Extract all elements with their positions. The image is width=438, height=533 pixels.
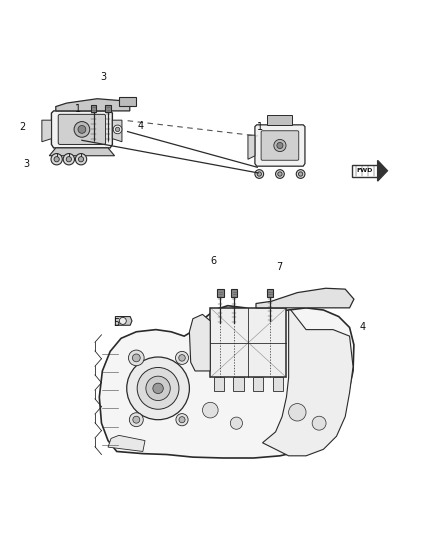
FancyBboxPatch shape (58, 115, 106, 144)
Text: 3: 3 (101, 72, 107, 82)
Text: 3: 3 (24, 159, 30, 169)
Circle shape (133, 416, 140, 423)
Circle shape (66, 157, 71, 162)
Polygon shape (99, 305, 354, 458)
Bar (233, 377, 244, 391)
Text: 5: 5 (113, 318, 120, 328)
Circle shape (127, 357, 189, 419)
Circle shape (323, 331, 343, 350)
Polygon shape (51, 111, 113, 148)
Polygon shape (268, 115, 293, 125)
Polygon shape (248, 135, 255, 159)
Bar (231, 289, 237, 297)
Circle shape (298, 172, 303, 176)
Polygon shape (113, 120, 122, 142)
Polygon shape (49, 148, 115, 156)
Polygon shape (116, 317, 132, 325)
Circle shape (119, 318, 126, 325)
Text: 1: 1 (74, 104, 81, 114)
Text: 7: 7 (276, 262, 282, 271)
Polygon shape (108, 435, 145, 451)
Circle shape (255, 169, 264, 179)
Circle shape (78, 157, 84, 162)
Circle shape (116, 127, 120, 132)
Polygon shape (56, 99, 130, 111)
Circle shape (132, 354, 140, 362)
Circle shape (202, 402, 218, 418)
Circle shape (179, 417, 185, 423)
Circle shape (176, 351, 188, 365)
Circle shape (54, 157, 59, 162)
Circle shape (312, 416, 326, 430)
Circle shape (146, 376, 170, 400)
Bar (214, 377, 224, 391)
Circle shape (113, 125, 122, 134)
Polygon shape (119, 97, 136, 106)
FancyBboxPatch shape (261, 131, 299, 160)
Polygon shape (255, 125, 305, 166)
Circle shape (179, 354, 185, 361)
Circle shape (153, 383, 163, 393)
Bar (210, 308, 286, 377)
Circle shape (63, 154, 74, 165)
Bar (267, 289, 273, 297)
Circle shape (276, 169, 284, 179)
Bar (272, 377, 283, 391)
Polygon shape (42, 120, 51, 142)
Polygon shape (352, 165, 378, 177)
Circle shape (274, 140, 286, 151)
Circle shape (75, 154, 87, 165)
Circle shape (51, 154, 62, 165)
Circle shape (128, 350, 144, 366)
Text: 6: 6 (210, 256, 216, 266)
Circle shape (78, 125, 86, 133)
Bar (253, 377, 263, 391)
Text: 2: 2 (19, 122, 25, 132)
Circle shape (289, 403, 306, 421)
Circle shape (328, 336, 338, 345)
Bar (105, 105, 111, 112)
Text: FWD: FWD (356, 168, 373, 173)
Circle shape (176, 414, 188, 426)
Circle shape (74, 122, 90, 137)
Bar (217, 289, 223, 297)
Circle shape (277, 142, 283, 149)
Circle shape (257, 172, 261, 176)
Circle shape (278, 172, 282, 176)
Text: 4: 4 (138, 122, 144, 131)
Circle shape (296, 169, 305, 179)
Polygon shape (262, 310, 353, 456)
Bar (91, 105, 96, 112)
Polygon shape (189, 314, 210, 371)
Circle shape (129, 413, 143, 426)
Circle shape (137, 367, 179, 409)
Polygon shape (256, 288, 354, 308)
Text: 4: 4 (360, 322, 366, 333)
Text: 1: 1 (257, 122, 263, 132)
Polygon shape (378, 160, 388, 181)
Circle shape (230, 417, 243, 429)
